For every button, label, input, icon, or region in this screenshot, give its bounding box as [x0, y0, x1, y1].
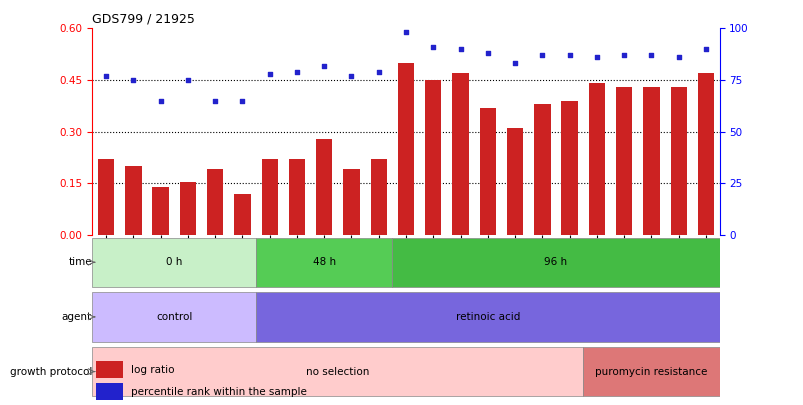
Bar: [255, 238, 392, 287]
Point: [644, 52, 657, 58]
Text: retinoic acid: retinoic acid: [455, 312, 520, 322]
Bar: [92, 347, 582, 396]
Point: [181, 77, 194, 83]
Bar: [255, 292, 719, 341]
Text: percentile rank within the sample: percentile rank within the sample: [130, 387, 306, 397]
Text: GDS799 / 21925: GDS799 / 21925: [92, 13, 195, 26]
Bar: [125, 166, 141, 235]
Bar: [397, 63, 414, 235]
Bar: [392, 238, 719, 287]
Bar: [533, 104, 550, 235]
Bar: [261, 159, 278, 235]
Point: [317, 62, 330, 69]
Point: [209, 98, 222, 104]
Bar: [670, 87, 686, 235]
Text: no selection: no selection: [306, 367, 369, 377]
Text: growth protocol: growth protocol: [10, 367, 92, 377]
Bar: [316, 139, 332, 235]
Bar: [697, 73, 713, 235]
Point: [236, 98, 249, 104]
Point: [426, 44, 439, 50]
Bar: [642, 87, 658, 235]
Point: [617, 52, 630, 58]
Bar: [206, 169, 223, 235]
Point: [399, 29, 412, 36]
Text: 96 h: 96 h: [544, 257, 567, 267]
Text: log ratio: log ratio: [130, 365, 174, 375]
Bar: [288, 159, 305, 235]
Point: [154, 98, 167, 104]
Point: [263, 70, 275, 77]
Point: [562, 52, 575, 58]
Bar: [582, 347, 719, 396]
Text: time: time: [68, 257, 92, 267]
Bar: [92, 238, 255, 287]
Bar: [425, 80, 441, 235]
Point: [372, 68, 385, 75]
Point: [454, 46, 467, 52]
Bar: [506, 128, 523, 235]
Point: [127, 77, 140, 83]
Bar: [370, 159, 386, 235]
Bar: [98, 159, 114, 235]
Text: control: control: [156, 312, 192, 322]
Point: [481, 50, 494, 56]
Bar: [452, 73, 468, 235]
Point: [100, 72, 112, 79]
Text: 48 h: 48 h: [312, 257, 336, 267]
Bar: [615, 87, 631, 235]
Bar: [234, 194, 251, 235]
Bar: [343, 169, 359, 235]
Point: [290, 68, 303, 75]
Point: [536, 52, 548, 58]
Bar: [96, 383, 122, 400]
Bar: [153, 187, 169, 235]
Point: [589, 54, 602, 60]
Point: [699, 46, 711, 52]
Text: puromycin resistance: puromycin resistance: [594, 367, 707, 377]
Text: 0 h: 0 h: [166, 257, 182, 267]
Bar: [560, 101, 577, 235]
Text: agent: agent: [62, 312, 92, 322]
Point: [508, 60, 521, 67]
Bar: [92, 292, 255, 341]
Point: [344, 72, 357, 79]
Bar: [96, 361, 122, 378]
Point: [671, 54, 684, 60]
Bar: [479, 108, 495, 235]
Bar: [180, 181, 196, 235]
Bar: [588, 83, 605, 235]
